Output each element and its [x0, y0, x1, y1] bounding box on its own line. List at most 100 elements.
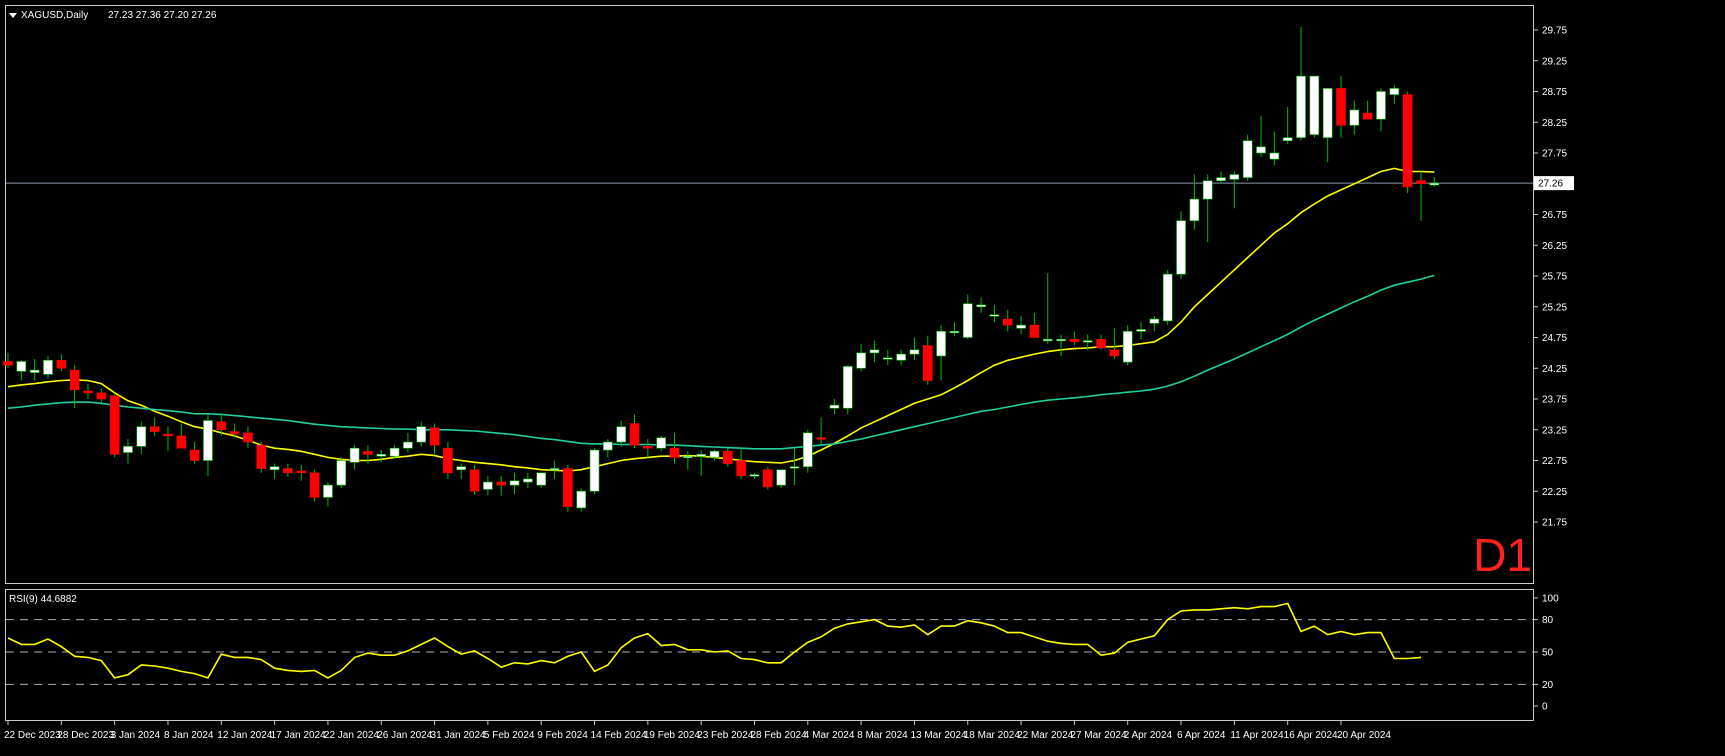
- candlestick: [363, 445, 373, 464]
- candlestick: [1082, 334, 1093, 350]
- time-tick-label: 27 Mar 2024: [1070, 730, 1127, 741]
- candlestick: [816, 417, 826, 446]
- bearish-candle-body: [3, 361, 13, 366]
- bearish-candle-body: [1416, 180, 1426, 185]
- time-tick-label: 18 Mar 2024: [964, 730, 1021, 741]
- candlestick: [1176, 211, 1186, 280]
- candlestick: [1336, 76, 1346, 138]
- bearish-candle-body: [283, 468, 293, 474]
- bullish-candle-body: [403, 441, 413, 449]
- bullish-candle-body: [683, 455, 693, 458]
- bullish-candle-body: [603, 441, 613, 451]
- candlestick: [669, 432, 680, 464]
- price-tick-label: 29.25: [1542, 56, 1567, 67]
- rsi-panel-border: [5, 589, 1534, 721]
- price-tick-label: 28.75: [1542, 87, 1567, 98]
- bearish-candle-body: [1029, 324, 1040, 338]
- price-tick-label: 29.75: [1542, 26, 1567, 37]
- candlesticks: [3, 26, 1440, 512]
- candlestick: [869, 340, 880, 363]
- price-panel-border: [5, 5, 1534, 584]
- rsi-tick-label: 80: [1542, 615, 1554, 626]
- price-tick-label: 22.75: [1542, 456, 1567, 467]
- candlestick: [1216, 171, 1226, 184]
- candlestick: [1402, 91, 1413, 193]
- bullish-candle-body: [1376, 91, 1386, 120]
- candlestick: [456, 463, 467, 479]
- bearish-candle-body: [643, 446, 653, 449]
- candlestick: [469, 464, 480, 495]
- bullish-candle-body: [1122, 331, 1133, 363]
- rsi-tick-label: 20: [1542, 680, 1554, 691]
- candlestick: [1042, 272, 1053, 344]
- rsi-levels: [6, 619, 1533, 685]
- bullish-candle-body: [1149, 318, 1160, 324]
- candlestick: [1362, 100, 1373, 120]
- candlestick: [789, 448, 800, 486]
- candlestick: [563, 464, 573, 512]
- symbol-title: XAGUSD,Daily: [21, 10, 88, 21]
- bullish-candle-body: [509, 480, 520, 486]
- candlestick: [283, 463, 293, 478]
- bearish-candle-body: [1096, 339, 1106, 349]
- bullish-candle-body: [989, 314, 1000, 317]
- bullish-candle-body: [1042, 339, 1053, 342]
- candlestick: [1189, 174, 1200, 230]
- bearish-candle-body: [56, 359, 67, 369]
- candlestick: [1016, 315, 1026, 335]
- candlestick: [1416, 171, 1426, 221]
- candlestick: [936, 325, 946, 381]
- candlestick: [149, 417, 160, 436]
- bullish-candle-body: [1229, 174, 1240, 180]
- candlestick: [1282, 106, 1293, 144]
- bullish-candle-body: [936, 331, 946, 357]
- time-tick-label: 8 Jan 2024: [164, 730, 214, 741]
- bearish-candle-body: [176, 435, 187, 449]
- candlestick: [269, 463, 280, 479]
- candlestick: [429, 423, 440, 455]
- candlestick: [1056, 334, 1066, 356]
- price-tick-label: 25.25: [1542, 302, 1567, 313]
- bullish-candle-body: [709, 450, 720, 458]
- bullish-candle-body: [909, 349, 920, 355]
- candlestick: [16, 360, 27, 381]
- collapse-triangle-icon[interactable]: [9, 13, 17, 18]
- candlestick: [629, 414, 640, 449]
- candlestick: [643, 438, 653, 458]
- bullish-candle-body: [1056, 339, 1066, 342]
- bullish-candle-body: [576, 490, 586, 509]
- candlestick: [723, 448, 733, 467]
- price-tick-label: 23.25: [1542, 425, 1567, 436]
- bearish-candle-body: [1069, 339, 1080, 343]
- bullish-candle-body: [1202, 180, 1213, 200]
- price-tick-label: 27.75: [1542, 149, 1567, 160]
- candlestick: [1136, 322, 1146, 340]
- price-tick-label: 24.75: [1542, 333, 1567, 344]
- candlestick: [1202, 174, 1213, 243]
- time-tick-label: 13 Mar 2024: [910, 730, 967, 741]
- bullish-candle-body: [336, 460, 347, 486]
- candlestick: [536, 472, 547, 489]
- bearish-candle-body: [1402, 94, 1413, 188]
- bullish-candle-body: [1296, 75, 1306, 138]
- bearish-candle-body: [243, 432, 253, 443]
- bearish-candle-body: [763, 469, 773, 488]
- bearish-candle-body: [149, 426, 160, 432]
- time-tick-label: 17 Jan 2024: [271, 730, 326, 741]
- bullish-candle-body: [1082, 340, 1093, 343]
- current-price-tag: 27.26: [1534, 176, 1574, 191]
- time-tick-label: 22 Mar 2024: [1017, 730, 1074, 741]
- bullish-candle-body: [29, 369, 40, 373]
- time-tick-label: 28 Feb 2024: [750, 730, 807, 741]
- bullish-candle-body: [136, 426, 147, 447]
- bullish-candle-body: [203, 420, 213, 461]
- time-tick-label: 9 Feb 2024: [537, 730, 588, 741]
- bullish-candle-body: [1309, 75, 1320, 135]
- price-tick-label: 22.25: [1542, 487, 1567, 498]
- candlestick: [709, 450, 720, 461]
- candlestick: [696, 450, 706, 476]
- candlestick: [376, 450, 387, 463]
- candlestick: [896, 349, 906, 366]
